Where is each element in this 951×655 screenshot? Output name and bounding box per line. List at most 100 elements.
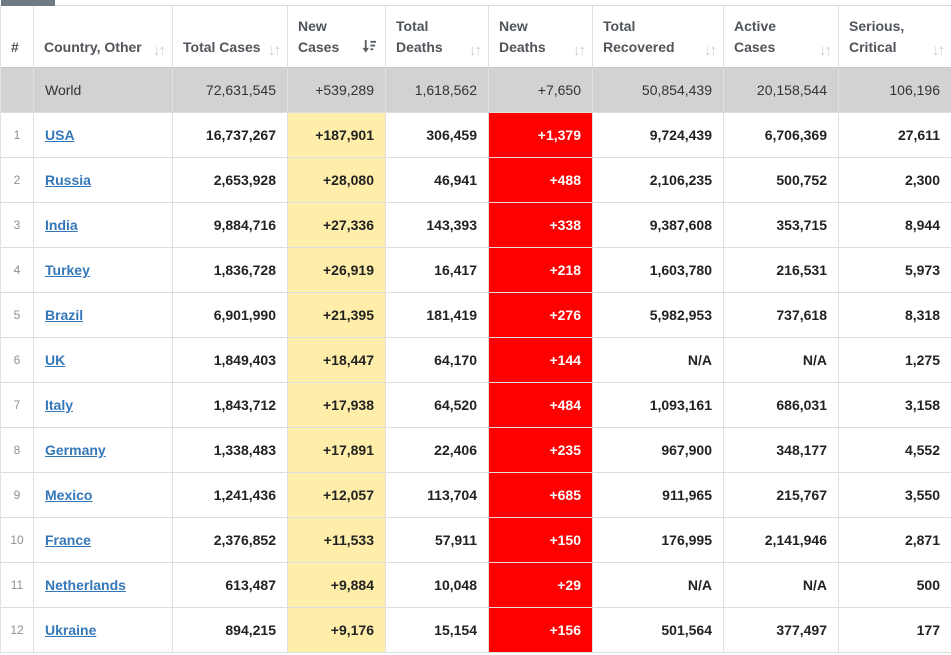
col-header-new-cases[interactable]: New Cases [288,6,386,67]
total-deaths-cell: 10,048 [386,563,489,607]
new-cases-cell: +539,289 [288,68,386,112]
total-deaths-cell: 57,911 [386,518,489,562]
active-cases-cell: 348,177 [724,428,839,472]
new-deaths-cell: +235 [489,428,593,472]
total-recovered-cell: 9,387,608 [593,203,724,247]
active-cases-cell: N/A [724,338,839,382]
col-header-country[interactable]: Country, Other ↓↑ [34,6,173,67]
new-deaths-cell: +276 [489,293,593,337]
active-cases-cell: 737,618 [724,293,839,337]
country-cell: UK [34,338,173,382]
total-deaths-cell: 64,170 [386,338,489,382]
new-deaths-cell: +484 [489,383,593,427]
total-deaths-cell: 22,406 [386,428,489,472]
new-deaths-cell: +1,379 [489,113,593,157]
country-link[interactable]: Turkey [45,262,90,278]
rank-cell [1,68,34,112]
sort-amount-desc-icon[interactable] [362,39,377,58]
country-link[interactable]: Netherlands [45,577,126,593]
total-recovered-cell: 1,093,161 [593,383,724,427]
new-cases-cell: +17,891 [288,428,386,472]
col-header-total-cases[interactable]: Total Cases ↓↑ [173,6,288,67]
total-recovered-cell: 501,564 [593,608,724,652]
total-recovered-cell: N/A [593,338,724,382]
sort-updown-icon[interactable]: ↓↑ [819,42,832,59]
country-link[interactable]: USA [45,127,75,143]
serious-critical-cell: 106,196 [839,68,951,112]
col-label: New Cases [298,18,340,55]
total-recovered-cell: 50,854,439 [593,68,724,112]
active-cases-cell: N/A [724,563,839,607]
col-header-new-deaths[interactable]: New Deaths ↓↑ [489,6,593,67]
total-cases-cell: 2,653,928 [173,158,288,202]
country-link[interactable]: Russia [45,172,91,188]
new-cases-cell: +9,176 [288,608,386,652]
country-cell: Brazil [34,293,173,337]
sort-updown-icon[interactable]: ↓↑ [469,42,482,59]
country-link[interactable]: Mexico [45,487,93,503]
col-header-active-cases[interactable]: Active Cases ↓↑ [724,6,839,67]
total-deaths-cell: 181,419 [386,293,489,337]
sort-updown-icon[interactable]: ↓↑ [268,42,281,59]
table-row: 7 Italy 1,843,712 +17,938 64,520 +484 1,093,16… [1,383,951,428]
active-tab-fragment[interactable] [1,0,55,6]
new-cases-cell: +12,057 [288,473,386,517]
total-cases-cell: 2,376,852 [173,518,288,562]
country-link[interactable]: UK [45,352,66,368]
col-header-total-recovered[interactable]: Total Recovered ↓↑ [593,6,724,67]
table-row: 5 Brazil 6,901,990 +21,395 181,419 +276 5,982,… [1,293,951,338]
total-cases-cell: 613,487 [173,563,288,607]
rank-cell: 7 [1,383,34,427]
tab-strip [0,0,951,6]
active-cases-cell: 20,158,544 [724,68,839,112]
col-label: Total Cases [183,39,261,55]
new-deaths-cell: +150 [489,518,593,562]
country-cell: Italy [34,383,173,427]
total-recovered-cell: 911,965 [593,473,724,517]
total-recovered-cell: 1,603,780 [593,248,724,292]
serious-critical-cell: 2,871 [839,518,951,562]
country-link[interactable]: Brazil [45,307,84,323]
table-row: 4 Turkey 1,836,728 +26,919 16,417 +218 1,603,7… [1,248,951,293]
serious-critical-cell: 2,300 [839,158,951,202]
new-cases-cell: +28,080 [288,158,386,202]
total-deaths-cell: 306,459 [386,113,489,157]
total-cases-cell: 1,849,403 [173,338,288,382]
active-cases-cell: 500,752 [724,158,839,202]
new-cases-cell: +187,901 [288,113,386,157]
new-deaths-cell: +338 [489,203,593,247]
new-cases-cell: +27,336 [288,203,386,247]
col-header-total-deaths[interactable]: Total Deaths ↓↑ [386,6,489,67]
sort-updown-icon[interactable]: ↓↑ [153,42,166,59]
country-cell: Turkey [34,248,173,292]
table-row: 11 Netherlands 613,487 +9,884 10,048 +29 N/A N/… [1,563,951,608]
rank-cell: 2 [1,158,34,202]
new-cases-cell: +21,395 [288,293,386,337]
new-deaths-cell: +29 [489,563,593,607]
sort-updown-icon[interactable]: ↓↑ [932,42,945,59]
sort-updown-icon[interactable]: ↓↑ [573,42,586,59]
total-cases-cell: 9,884,716 [173,203,288,247]
country-link[interactable]: India [45,217,78,233]
serious-critical-cell: 1,275 [839,338,951,382]
rank-cell: 12 [1,608,34,652]
country-cell: USA [34,113,173,157]
country-link[interactable]: Italy [45,397,74,413]
col-header-serious-critical[interactable]: Serious, Critical ↓↑ [839,6,951,67]
rank-cell: 9 [1,473,34,517]
world-label: World [45,82,82,98]
total-cases-cell: 16,737,267 [173,113,288,157]
country-link[interactable]: France [45,532,91,548]
rank-cell: 8 [1,428,34,472]
col-label: Active Cases [734,18,777,55]
country-cell: France [34,518,173,562]
sort-updown-icon[interactable]: ↓↑ [704,42,717,59]
new-cases-cell: +9,884 [288,563,386,607]
new-cases-cell: +11,533 [288,518,386,562]
country-link[interactable]: Ukraine [45,622,97,638]
country-link[interactable]: Germany [45,442,106,458]
country-cell: Germany [34,428,173,472]
total-cases-cell: 72,631,545 [173,68,288,112]
col-label: Total Deaths [396,18,443,55]
total-deaths-cell: 16,417 [386,248,489,292]
